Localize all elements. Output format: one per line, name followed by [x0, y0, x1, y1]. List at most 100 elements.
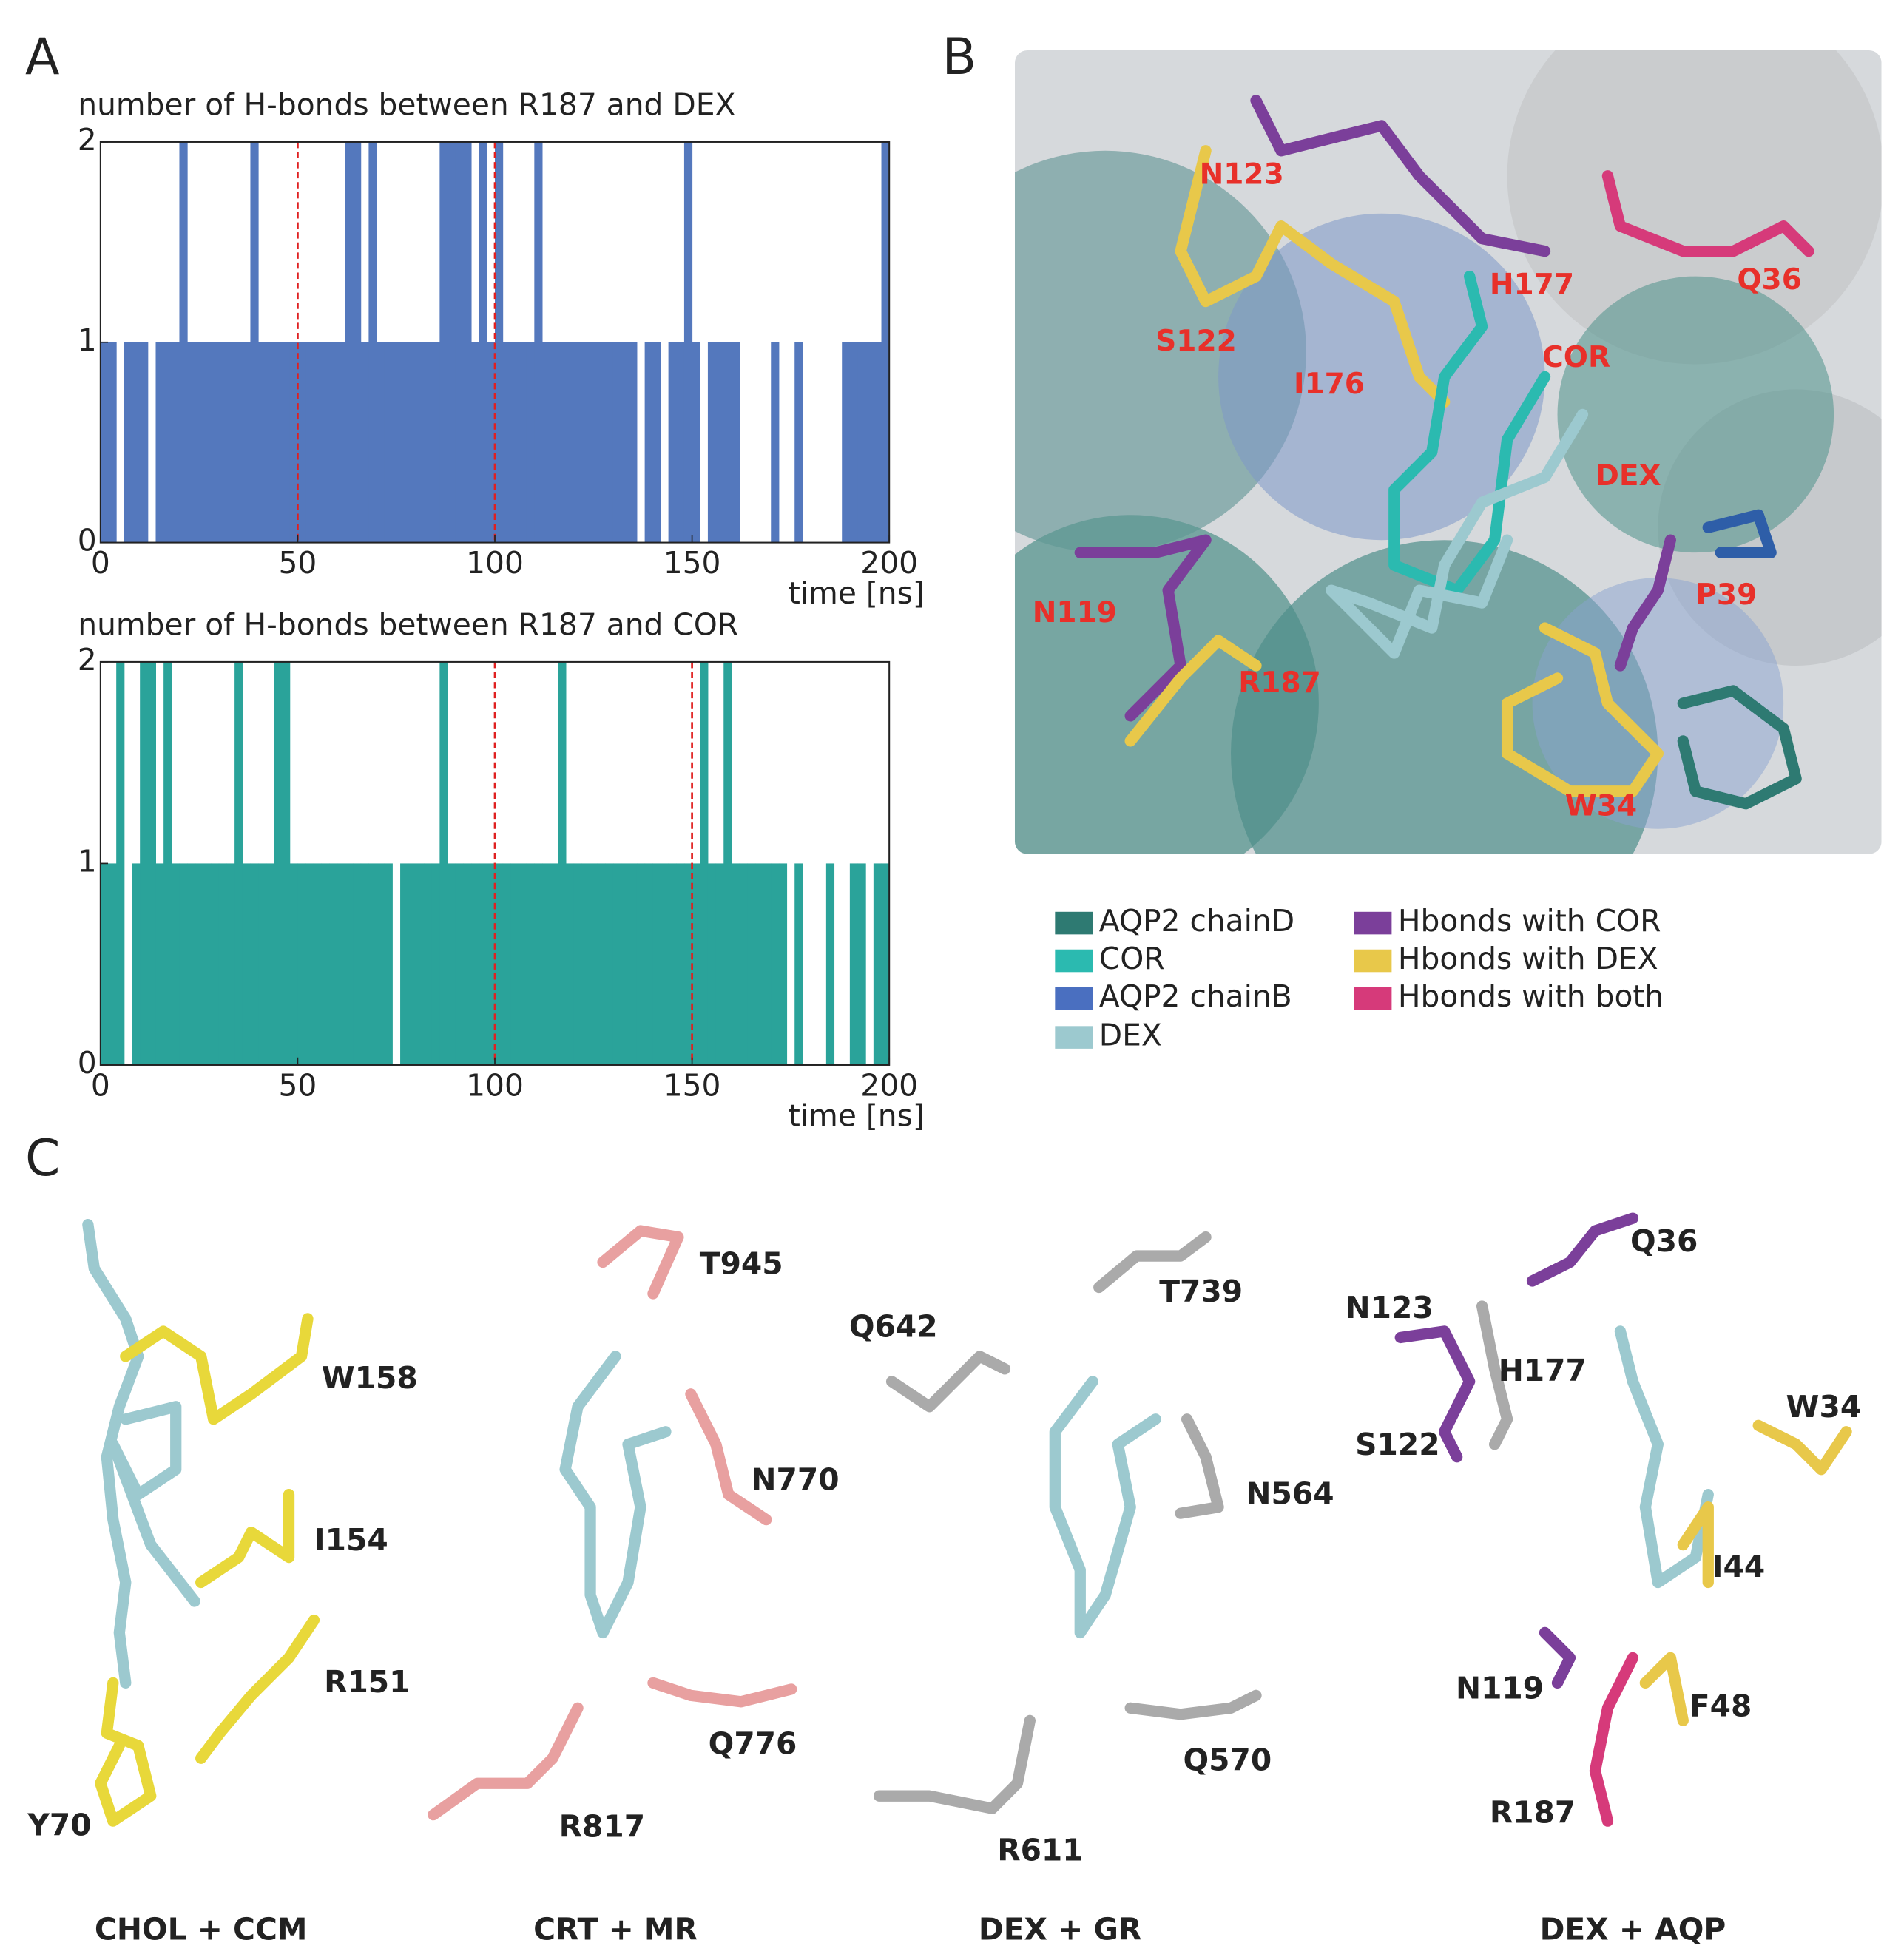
bar — [132, 863, 141, 1065]
bar — [881, 863, 890, 1065]
legend-label: DEX — [1099, 1018, 1162, 1053]
bar — [258, 863, 267, 1065]
x-tick-label: 200 — [860, 545, 918, 581]
residue-label: Q642 — [849, 1309, 938, 1345]
x-tick-label: 0 — [91, 1068, 110, 1104]
legend-label: AQP2 chainB — [1099, 979, 1292, 1014]
bar — [644, 342, 653, 543]
legend-swatch — [1354, 949, 1392, 973]
subpanel-caption: DEX + AQP — [1540, 1912, 1726, 1947]
bar — [849, 342, 859, 543]
bar — [652, 342, 661, 543]
bar — [242, 863, 251, 1065]
bar — [612, 863, 622, 1065]
bar — [479, 863, 487, 1065]
bar — [297, 863, 306, 1065]
residue-label: T945 — [700, 1246, 783, 1282]
bar — [258, 342, 267, 543]
bar — [313, 863, 322, 1065]
y-tick-label: 0 — [78, 523, 97, 558]
x-tick-label: 0 — [91, 545, 110, 581]
bar — [700, 661, 709, 1065]
bar — [274, 342, 283, 543]
residue-label: T739 — [1159, 1274, 1243, 1309]
bar — [573, 863, 582, 1065]
bar — [282, 661, 291, 1065]
bar — [384, 342, 393, 543]
bar — [707, 863, 717, 1065]
bar — [597, 342, 606, 543]
residue-label: S122 — [1155, 325, 1237, 358]
bar — [179, 141, 188, 543]
bar — [502, 342, 511, 543]
bar — [502, 863, 511, 1065]
bar — [471, 863, 480, 1065]
bar — [565, 863, 575, 1065]
chart: number of H-bonds between R187 and COR 0 1… — [78, 606, 925, 1133]
bar — [739, 863, 748, 1065]
bar — [179, 863, 188, 1065]
x-tick-label: 200 — [860, 1068, 918, 1104]
bar — [439, 141, 448, 543]
bar — [723, 342, 732, 543]
bar — [329, 342, 338, 543]
bar — [825, 863, 835, 1065]
chart-title: number of H-bonds between R187 and COR — [78, 606, 738, 642]
bar — [140, 342, 149, 543]
legend-label: COR — [1099, 941, 1165, 976]
bar — [100, 342, 109, 543]
bar — [377, 342, 385, 543]
bar — [282, 342, 291, 543]
chart-title: number of H-bonds between R187 and DEX — [78, 87, 735, 122]
x-tick-label: 100 — [466, 1068, 524, 1104]
bar — [581, 863, 590, 1065]
residue-label: F48 — [1689, 1688, 1752, 1723]
y-tick-label: 2 — [78, 122, 97, 158]
bar — [408, 342, 416, 543]
bar — [345, 863, 354, 1065]
legend-swatch — [1055, 1026, 1093, 1049]
bar — [195, 342, 203, 543]
bar — [629, 342, 638, 543]
bar — [479, 141, 487, 543]
bar — [416, 863, 425, 1065]
bar — [612, 342, 622, 543]
bar — [400, 863, 409, 1065]
bar — [771, 863, 780, 1065]
residue-label: S122 — [1355, 1427, 1439, 1462]
bar — [692, 863, 700, 1065]
bar — [794, 342, 803, 543]
bar — [550, 342, 558, 543]
residue-label: N119 — [1033, 596, 1117, 629]
residue-label: R151 — [324, 1664, 410, 1700]
bar — [455, 141, 464, 543]
legend-swatch — [1055, 987, 1093, 1010]
bar — [865, 342, 874, 543]
bar — [463, 863, 472, 1065]
legend-swatch — [1354, 911, 1392, 935]
bar — [692, 342, 700, 543]
bar — [242, 342, 251, 543]
bar — [510, 863, 519, 1065]
bar — [676, 863, 685, 1065]
structure-images — [82, 1212, 1852, 1827]
residue-label: I44 — [1712, 1549, 1765, 1584]
legend-swatch — [1055, 911, 1093, 935]
captions: CHOL + CCM CRT + MR DEX + GR DEX + AQP — [95, 1912, 1726, 1947]
bar — [329, 863, 338, 1065]
bar — [541, 863, 551, 1065]
bar — [629, 863, 638, 1065]
bar — [636, 863, 646, 1065]
bar — [116, 661, 125, 1065]
bar — [360, 342, 369, 543]
y-tick-label: 1 — [78, 322, 97, 358]
residue-label: H177 — [1490, 268, 1574, 302]
bar — [345, 141, 354, 543]
bar — [147, 661, 156, 1065]
residue-label: N123 — [1200, 158, 1284, 191]
bar — [589, 342, 598, 543]
legend-swatch — [1055, 949, 1093, 973]
bar — [683, 863, 693, 1065]
bar — [558, 342, 567, 543]
bar — [763, 863, 772, 1065]
